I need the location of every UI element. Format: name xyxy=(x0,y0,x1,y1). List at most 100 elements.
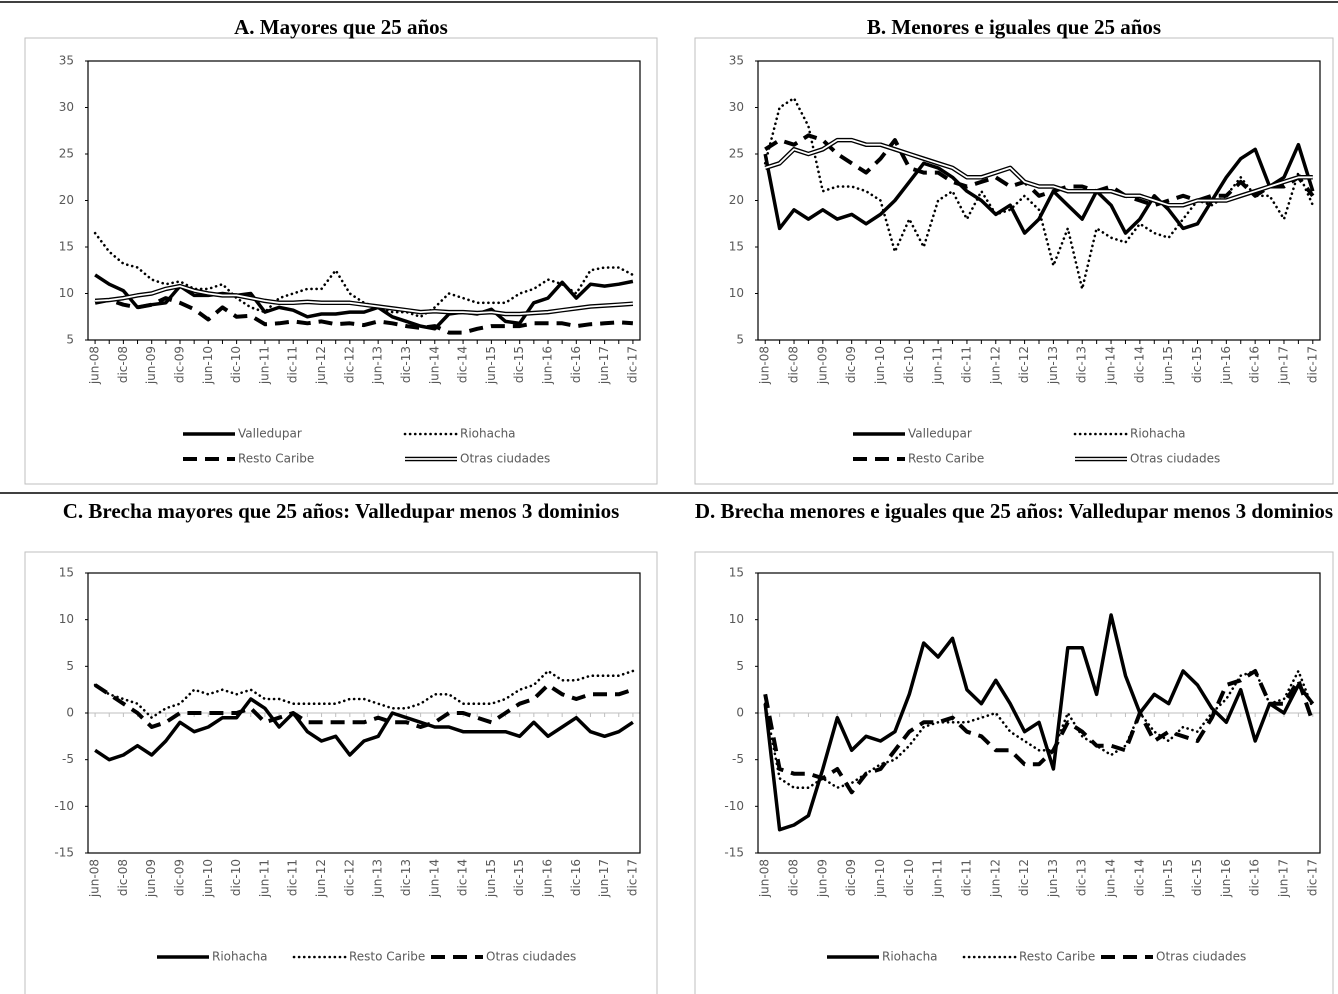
y-tick-label: -15 xyxy=(54,846,74,860)
x-tick-label: jun-12 xyxy=(314,346,328,385)
legend-label: Valledupar xyxy=(908,427,972,441)
x-tick-label: dic-12 xyxy=(342,859,356,896)
chart-title: B. Menores e iguales que 25 años xyxy=(866,15,1162,39)
x-tick-label: dic-12 xyxy=(1017,346,1031,383)
legend-label: Resto Caribe xyxy=(238,452,314,466)
y-tick-label: 25 xyxy=(729,147,744,161)
plot-border xyxy=(87,60,641,341)
y-tick-label: 35 xyxy=(59,54,74,68)
x-tick-label: dic-14 xyxy=(1132,346,1146,383)
x-tick-label: jun-15 xyxy=(1161,859,1175,898)
series-line xyxy=(93,683,634,729)
x-tick-label: dic-13 xyxy=(1075,859,1089,896)
x-tick-label: jun-11 xyxy=(257,346,271,385)
plot-border xyxy=(757,60,1321,341)
x-tick-label: dic-15 xyxy=(512,346,526,383)
x-tick-label: jun-08 xyxy=(758,859,772,898)
x-tick-label: dic-17 xyxy=(1305,346,1319,383)
x-tick-label: jun-10 xyxy=(873,859,887,898)
x-tick-label: dic-16 xyxy=(1248,859,1262,896)
x-tick-label: jun-17 xyxy=(1276,859,1290,898)
plot-border xyxy=(87,572,641,854)
x-tick-label: jun-16 xyxy=(541,859,555,898)
y-tick-label: 5 xyxy=(736,333,744,347)
legend-label: Riohacha xyxy=(460,427,516,441)
legend-label: Resto Caribe xyxy=(908,452,984,466)
x-tick-label: jun-17 xyxy=(1276,346,1290,385)
series-line xyxy=(94,697,634,762)
y-tick-label: 0 xyxy=(736,706,744,720)
chart-frame xyxy=(694,551,1334,994)
x-tick-label: dic-16 xyxy=(569,346,583,383)
legend-label: Otras ciudades xyxy=(1130,452,1220,466)
x-tick-label: jun-10 xyxy=(873,346,887,385)
x-tick-label: dic-14 xyxy=(456,859,470,896)
x-tick-label: jun-10 xyxy=(201,346,215,385)
x-tick-label: dic-11 xyxy=(959,346,973,383)
legend-label: Otras ciudades xyxy=(1156,950,1246,964)
y-tick-label: 15 xyxy=(59,240,74,254)
x-tick-label: jun-15 xyxy=(1161,346,1175,385)
x-tick-label: dic-15 xyxy=(1190,346,1204,383)
x-tick-label: dic-08 xyxy=(116,346,130,383)
y-tick-label: 30 xyxy=(729,100,744,114)
x-tick-label: jun-12 xyxy=(988,346,1002,385)
x-tick-label: dic-13 xyxy=(399,346,413,383)
x-tick-label: jun-17 xyxy=(597,346,611,385)
series-line-inner xyxy=(95,285,633,315)
legend-label: Otras ciudades xyxy=(486,950,576,964)
x-tick-label: dic-17 xyxy=(1305,859,1319,896)
x-tick-label: dic-14 xyxy=(1132,859,1146,896)
y-tick-label: 35 xyxy=(729,54,744,68)
x-tick-label: jun-13 xyxy=(371,859,385,898)
x-tick-label: dic-09 xyxy=(173,346,187,383)
x-tick-label: dic-12 xyxy=(1017,859,1031,896)
x-tick-label: dic-13 xyxy=(399,859,413,896)
x-tick-label: dic-08 xyxy=(116,859,130,896)
chart-frame xyxy=(694,37,1334,485)
x-tick-label: jun-17 xyxy=(597,859,611,898)
series-line xyxy=(94,296,634,335)
legend-label: Valledupar xyxy=(238,427,302,441)
y-tick-label: 15 xyxy=(729,240,744,254)
legend-label: Riohacha xyxy=(882,950,938,964)
x-tick-label: dic-10 xyxy=(229,859,243,896)
legend-label: Riohacha xyxy=(212,950,268,964)
series-line-inner xyxy=(764,139,1313,207)
legend-label: Resto Caribe xyxy=(1019,950,1095,964)
chart-frame xyxy=(24,551,658,994)
x-tick-label: jun-10 xyxy=(201,859,215,898)
series-line xyxy=(93,669,635,719)
x-tick-label: jun-08 xyxy=(88,859,102,898)
y-tick-label: 15 xyxy=(59,566,74,580)
x-tick-label: dic-17 xyxy=(625,859,639,896)
x-tick-label: dic-12 xyxy=(342,346,356,383)
x-tick-label: dic-15 xyxy=(1190,859,1204,896)
y-tick-label: -15 xyxy=(724,846,744,860)
x-tick-label: dic-10 xyxy=(902,346,916,383)
x-tick-label: dic-16 xyxy=(569,859,583,896)
x-tick-label: dic-17 xyxy=(625,346,639,383)
y-tick-label: 15 xyxy=(729,566,744,580)
x-tick-label: dic-15 xyxy=(512,859,526,896)
x-tick-label: dic-09 xyxy=(844,346,858,383)
series-line xyxy=(763,142,1315,235)
plot-border xyxy=(757,572,1321,854)
x-tick-label: jun-16 xyxy=(1219,346,1233,385)
y-tick-label: 30 xyxy=(59,100,74,114)
x-tick-label: jun-14 xyxy=(427,859,441,898)
x-tick-label: dic-10 xyxy=(229,346,243,383)
series-line xyxy=(763,669,1315,789)
legend-label: Riohacha xyxy=(1130,427,1186,441)
x-tick-label: jun-08 xyxy=(758,346,772,385)
x-tick-label: dic-11 xyxy=(286,346,300,383)
chart-title: A. Mayores que 25 años xyxy=(234,15,448,39)
y-tick-label: 10 xyxy=(59,286,74,300)
y-tick-label: 25 xyxy=(59,147,74,161)
x-tick-label: dic-14 xyxy=(456,346,470,383)
legend-label: Otras ciudades xyxy=(460,452,550,466)
y-tick-label: -10 xyxy=(724,799,744,813)
x-tick-label: dic-08 xyxy=(787,859,801,896)
